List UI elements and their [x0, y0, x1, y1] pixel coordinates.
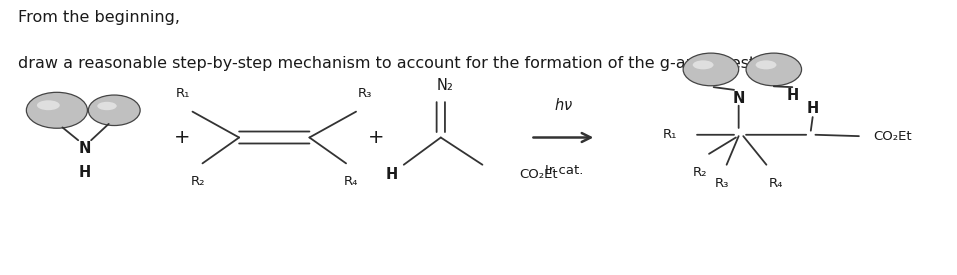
Text: H: H: [386, 167, 398, 182]
Text: CO₂Et: CO₂Et: [874, 130, 912, 143]
Text: $h\nu$: $h\nu$: [554, 97, 573, 113]
Text: R₄: R₄: [768, 177, 783, 190]
Ellipse shape: [746, 53, 802, 86]
Text: R₁: R₁: [176, 87, 190, 100]
Ellipse shape: [693, 60, 714, 69]
Text: +: +: [367, 128, 385, 147]
Text: R₁: R₁: [662, 128, 677, 141]
Text: CO₂Et: CO₂Et: [520, 168, 558, 181]
Text: R₄: R₄: [344, 175, 358, 188]
Text: +: +: [173, 128, 190, 147]
Text: R₃: R₃: [715, 177, 729, 190]
Text: draw a reasonable step-by-step mechanism to account for the formation of the g-a: draw a reasonable step-by-step mechanism…: [18, 56, 775, 71]
Ellipse shape: [756, 60, 776, 69]
Text: R₂: R₂: [693, 166, 707, 179]
Text: N: N: [732, 90, 745, 106]
Ellipse shape: [683, 53, 739, 86]
Ellipse shape: [98, 102, 117, 110]
Text: N: N: [78, 141, 91, 156]
Text: From the beginning,: From the beginning,: [18, 10, 180, 24]
Ellipse shape: [37, 100, 59, 110]
Text: H: H: [807, 101, 819, 116]
Text: H: H: [787, 88, 798, 103]
Ellipse shape: [88, 95, 140, 125]
Text: R₃: R₃: [358, 87, 372, 100]
Text: H: H: [78, 165, 91, 180]
Text: R₂: R₂: [190, 175, 205, 188]
Ellipse shape: [27, 92, 87, 128]
Text: N₂: N₂: [437, 78, 454, 93]
Text: Ir cat.: Ir cat.: [545, 164, 583, 177]
